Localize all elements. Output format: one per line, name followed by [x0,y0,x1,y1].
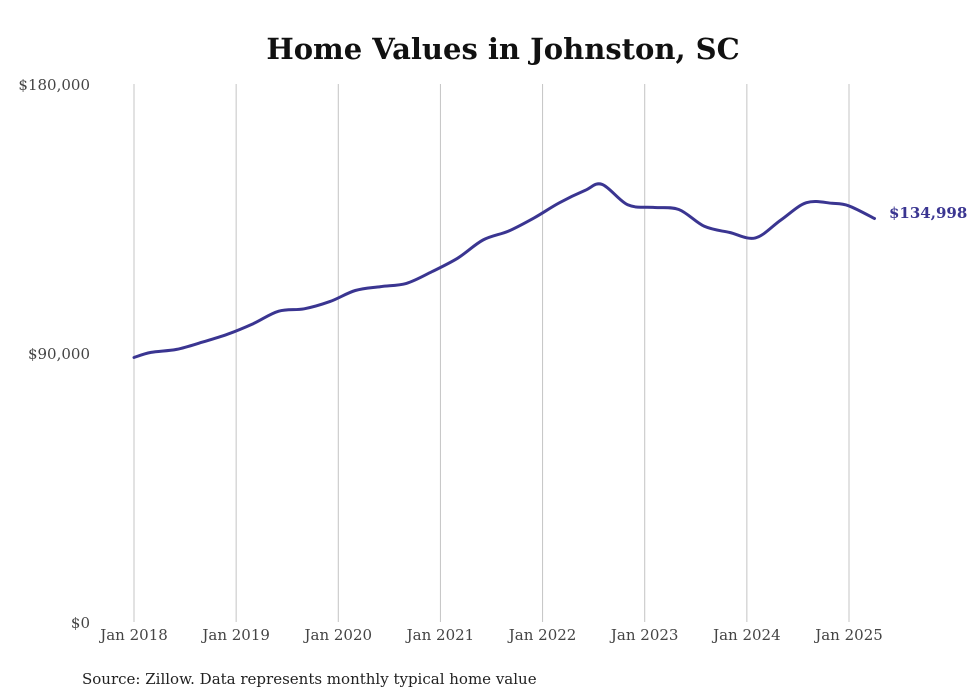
series-line [132,182,876,359]
chart-title: Home Values in Johnston, SC [266,32,739,66]
x-tick-label: Jan 2023 [609,626,679,644]
last-value-label: $134,998 [889,204,967,222]
y-tick-label: $0 [71,614,90,632]
x-grid-lines [133,84,850,622]
x-tick-label: Jan 2025 [813,626,883,644]
source-note: Source: Zillow. Data represents monthly … [82,670,537,688]
x-tick-label: Jan 2018 [98,626,168,644]
y-axis-tick-labels: $0 $90,000 $180,000 [18,76,90,632]
x-tick-label: Jan 2021 [405,626,475,644]
x-tick-label: Jan 2024 [711,626,781,644]
y-tick-label: $90,000 [28,345,90,363]
x-axis-tick-labels: Jan 2018 Jan 2019 Jan 2020 Jan 2021 Jan 2022… [98,626,883,644]
x-tick-label: Jan 2020 [303,626,373,644]
x-tick-label: Jan 2019 [200,626,270,644]
x-tick-label: Jan 2022 [507,626,577,644]
y-tick-label: $180,000 [18,76,90,94]
